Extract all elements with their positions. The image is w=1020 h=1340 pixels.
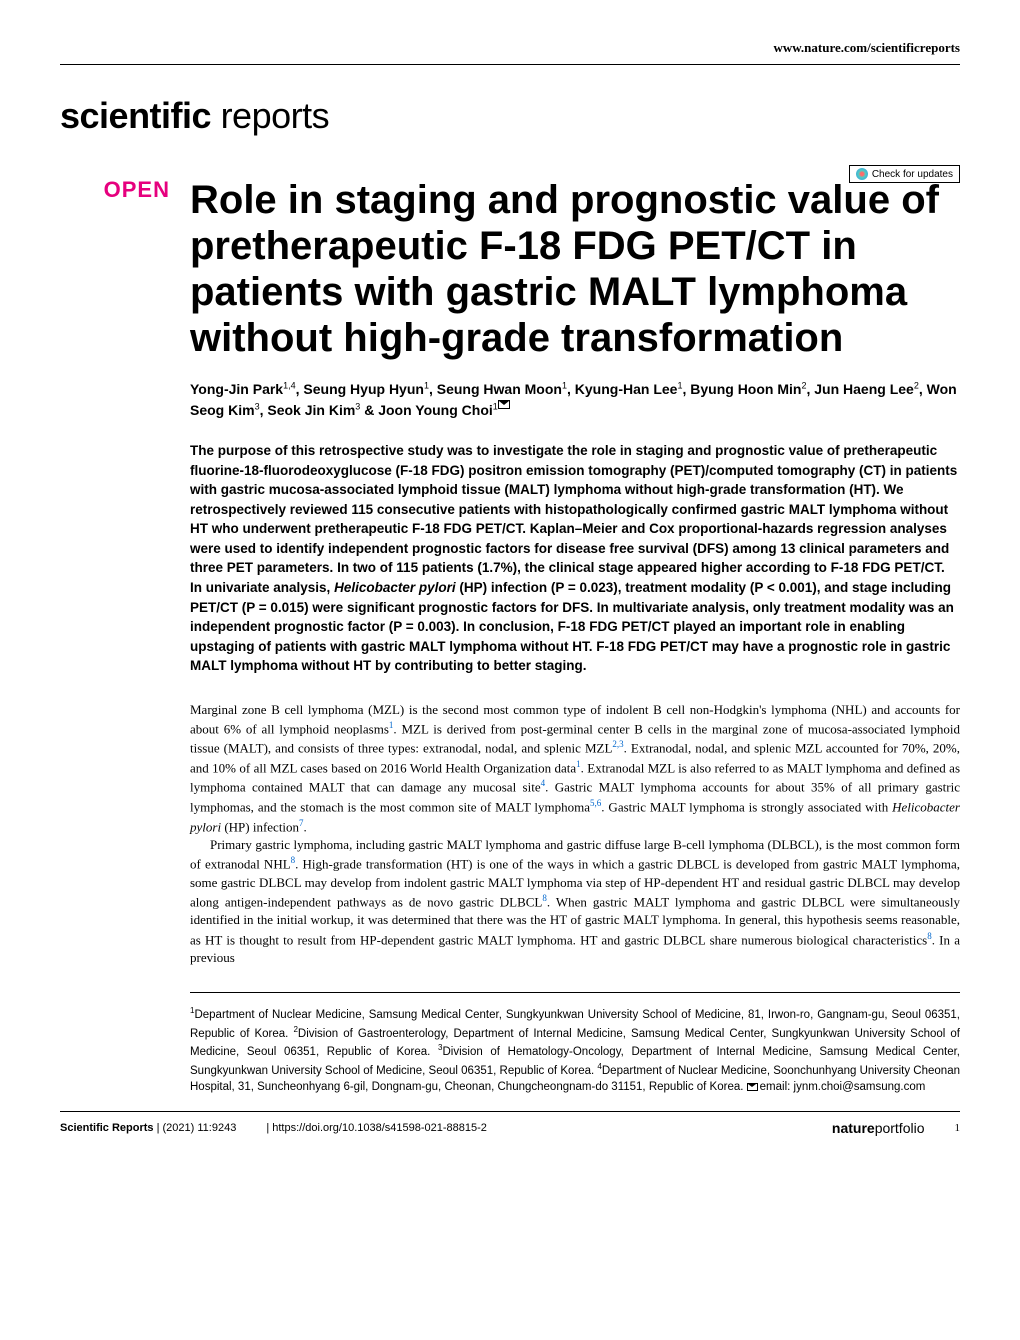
author-name[interactable]: , Jun Haeng Lee [806, 381, 913, 397]
journal-logo: scientific reports [60, 95, 960, 137]
author-name[interactable]: , Seung Hwan Moon [429, 381, 562, 397]
author-name[interactable]: , Kyung-Han Lee [567, 381, 677, 397]
header-url[interactable]: www.nature.com/scientificreports [60, 40, 960, 65]
portfolio-light: portfolio [875, 1120, 925, 1136]
body-text: Marginal zone B cell lymphoma (MZL) is t… [190, 701, 960, 968]
author-name[interactable]: , Seok Jin Kim [260, 402, 356, 418]
nature-portfolio-logo: natureportfolio [832, 1120, 925, 1136]
citation-ref[interactable]: 5,6 [590, 798, 601, 808]
author-name[interactable]: , Seung Hyup Hyun [296, 381, 424, 397]
footer-citation: (2021) 11:9243 [163, 1122, 237, 1134]
abstract: The purpose of this retrospective study … [190, 441, 960, 676]
body-text-span: . [304, 819, 307, 834]
check-updates-button[interactable]: Check for updates [849, 165, 960, 183]
journal-logo-light: reports [211, 95, 329, 136]
left-column: OPEN [60, 177, 170, 1096]
author-name[interactable]: Yong-Jin Park [190, 381, 283, 397]
content-wrapper: OPEN Role in staging and prognostic valu… [60, 177, 960, 1096]
check-updates-label: Check for updates [872, 169, 953, 180]
abstract-text: The purpose of this retrospective study … [190, 443, 957, 595]
footer-doi-wrapper: | https://doi.org/10.1038/s41598-021-888… [266, 1122, 487, 1134]
affiliations: 1Department of Nuclear Medicine, Samsung… [190, 992, 960, 1096]
portfolio-bold: nature [832, 1120, 875, 1136]
corresponding-author-icon [498, 400, 510, 409]
author-name[interactable]: , Byung Hoon Min [682, 381, 801, 397]
email-icon [747, 1083, 758, 1091]
main-column: Role in staging and prognostic value of … [190, 177, 960, 1096]
check-updates-icon [856, 168, 868, 180]
page-number: 1 [955, 1122, 961, 1134]
footer-right: natureportfolio 1 [832, 1120, 960, 1136]
footer-left: Scientific Reports | (2021) 11:9243 | ht… [60, 1122, 487, 1134]
citation-ref[interactable]: 2,3 [612, 739, 623, 749]
body-text-span: . Gastric MALT lymphoma is strongly asso… [601, 799, 892, 814]
open-access-badge: OPEN [60, 177, 170, 203]
footer-journal: Scientific Reports [60, 1122, 154, 1134]
corresponding-email[interactable]: jynm.choi@samsung.com [794, 1081, 926, 1093]
page-footer: Scientific Reports | (2021) 11:9243 | ht… [60, 1111, 960, 1136]
author-affil: 1,4 [283, 380, 296, 390]
footer-journal-citation: Scientific Reports | (2021) 11:9243 [60, 1122, 236, 1134]
page-container: www.nature.com/scientificreports scienti… [0, 0, 1020, 1340]
paragraph-1: Marginal zone B cell lymphoma (MZL) is t… [190, 701, 960, 836]
author-name[interactable]: & Joon Young Choi [360, 402, 492, 418]
authors-list: Yong-Jin Park1,4, Seung Hyup Hyun1, Seun… [190, 379, 960, 421]
article-title: Role in staging and prognostic value of … [190, 177, 960, 361]
body-text-span: (HP) infection [221, 819, 299, 834]
paragraph-2: Primary gastric lymphoma, including gast… [190, 836, 960, 967]
email-label: email: [760, 1081, 794, 1093]
abstract-italic: Helicobacter pylori [334, 580, 456, 595]
journal-logo-bold: scientific [60, 95, 211, 136]
footer-doi[interactable]: https://doi.org/10.1038/s41598-021-88815… [272, 1122, 487, 1134]
